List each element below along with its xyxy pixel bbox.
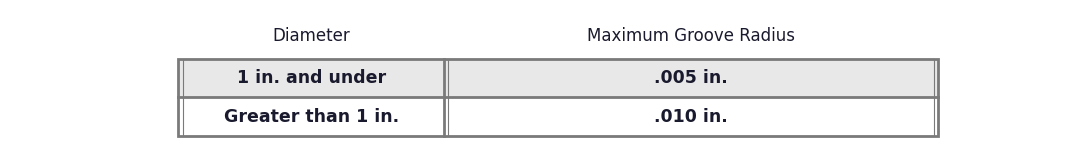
Text: 1 in. and under: 1 in. and under (236, 69, 386, 87)
Bar (444, 97, 938, 136)
Bar (179, 59, 444, 97)
Text: .010 in.: .010 in. (654, 108, 727, 126)
Bar (444, 59, 938, 97)
Text: Diameter: Diameter (272, 28, 351, 45)
Bar (183, 59, 933, 136)
Text: Greater than 1 in.: Greater than 1 in. (223, 108, 399, 126)
Bar (179, 97, 444, 136)
Bar (179, 59, 938, 136)
Text: .005 in.: .005 in. (654, 69, 727, 87)
Text: Maximum Groove Radius: Maximum Groove Radius (587, 28, 795, 45)
